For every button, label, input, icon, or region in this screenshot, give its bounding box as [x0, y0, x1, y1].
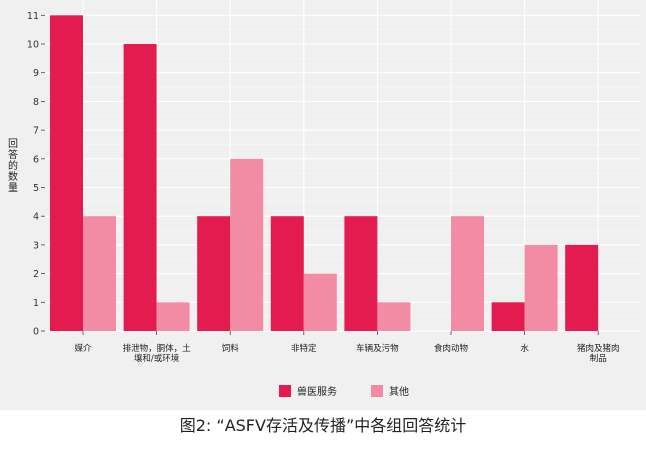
y-tick-label: 10 [27, 40, 39, 51]
y-tick-label: 3 [33, 240, 39, 251]
bar-other [303, 273, 337, 331]
bar-vet [491, 302, 525, 331]
bar-other [377, 302, 411, 331]
y-tick-labels: 0 1 2 3 4 5 6 7 8 9 10 11 [27, 11, 45, 338]
x-tick-label: 食肉动物 [434, 343, 469, 354]
bar-vet [123, 44, 157, 331]
y-tick-label: 0 [33, 327, 39, 338]
x-tick-label: 猪肉及猪肉制品 [577, 343, 620, 364]
x-tick-label: 饲料 [222, 343, 240, 354]
bar-other [451, 216, 484, 331]
figure-caption: 图2: “ASFV存活及传播”中各组回答统计 [179, 416, 467, 435]
bar-vet [197, 216, 231, 331]
bar-vet [565, 244, 599, 331]
legend-swatch [371, 385, 383, 397]
y-tick-label: 8 [33, 97, 39, 108]
y-tick-label: 6 [33, 154, 39, 165]
bar-other [524, 244, 558, 331]
y-tick-label: 7 [33, 126, 39, 137]
y-tick-label: 9 [33, 68, 39, 79]
legend: 兽医服务 其他 [279, 385, 409, 398]
x-tick-label: 非特定 [291, 343, 317, 354]
legend-label: 兽医服务 [297, 385, 337, 398]
bar-chart: 0 1 2 3 4 5 6 7 8 9 10 11 媒介 排泄物，胴体，土壤和/或环境 饲料 非特定 车辆及污… [8, 0, 640, 398]
x-tick-label: 车辆及污物 [356, 343, 399, 354]
bar-other [156, 302, 190, 331]
x-tick-label: 排泄物，胴体，土壤和/或环境 [123, 343, 192, 364]
y-tick-label: 2 [33, 269, 39, 280]
bar-other [230, 158, 264, 331]
plot-panel [0, 0, 646, 410]
bar-other [83, 216, 116, 331]
y-tick-label: 5 [33, 183, 39, 194]
legend-label: 其他 [389, 385, 409, 398]
legend-swatch [279, 385, 291, 397]
bar-vet [270, 216, 304, 331]
y-tick-label: 4 [33, 212, 39, 223]
bar-layer [50, 15, 599, 332]
x-tick-label: 媒介 [74, 344, 92, 354]
y-tick-label: 11 [27, 11, 39, 22]
bar-vet [344, 216, 378, 331]
x-tick-labels: 媒介 排泄物，胴体，土壤和/或环境 饲料 非特定 车辆及污物 食肉动物 水 猪肉及猪肉制品 [74, 331, 619, 364]
bar-vet [50, 15, 83, 332]
x-tick-label: 水 [520, 343, 529, 354]
y-tick-label: 1 [33, 298, 39, 309]
y-axis-label: 回答的数量 [8, 138, 18, 194]
